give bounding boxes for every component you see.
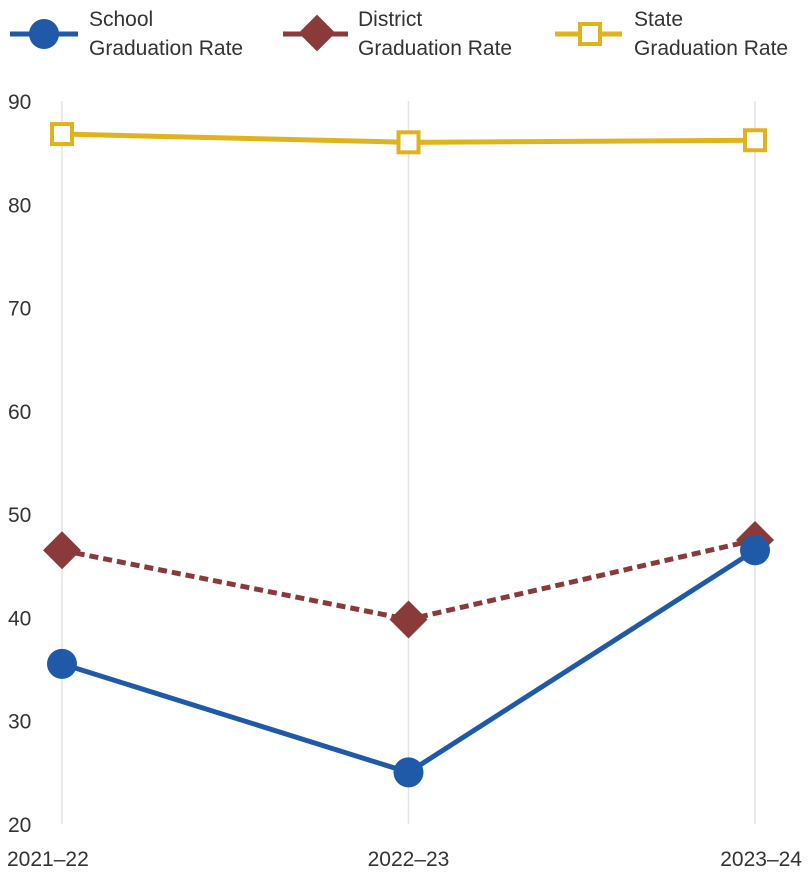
y-tick-label-1: 80 bbox=[8, 194, 31, 217]
legend-label-district-line1: District bbox=[358, 8, 422, 31]
point-district-0 bbox=[43, 531, 81, 570]
legend-item-state: State Graduation Rate bbox=[555, 8, 788, 60]
series-school bbox=[47, 535, 770, 788]
y-tick-label-6: 30 bbox=[8, 711, 31, 734]
point-school-2 bbox=[740, 535, 770, 566]
legend-label-state-line2: Graduation Rate bbox=[634, 37, 788, 60]
y-tick-label-3: 60 bbox=[8, 401, 31, 424]
legend-label-school-line2: Graduation Rate bbox=[89, 37, 243, 60]
y-tick-label-7: 20 bbox=[8, 814, 31, 837]
legend-item-school: School Graduation Rate bbox=[10, 8, 243, 60]
series-layer bbox=[43, 122, 774, 788]
x-tick-label-2: 2023–24 bbox=[720, 848, 802, 871]
series-state bbox=[50, 122, 767, 155]
legend-marker-district bbox=[298, 14, 336, 52]
legend-label-district-line2: Graduation Rate bbox=[358, 37, 512, 60]
point-district-1 bbox=[389, 600, 428, 639]
point-state-1 bbox=[396, 130, 421, 155]
point-school-1 bbox=[393, 757, 424, 788]
legend-label-state-line1: State bbox=[634, 8, 683, 31]
y-tick-label-5: 40 bbox=[8, 607, 31, 630]
y-tick-label-0: 90 bbox=[8, 91, 31, 114]
legend-item-district: District Graduation Rate bbox=[283, 8, 512, 60]
legend-marker-state bbox=[578, 22, 602, 46]
y-tick-label-4: 50 bbox=[8, 504, 31, 527]
x-tick-label-1: 2022–23 bbox=[368, 848, 450, 871]
legend-label-school-line1: School bbox=[89, 8, 153, 31]
point-school-0 bbox=[47, 648, 77, 679]
x-tick-label-0: 2021–22 bbox=[7, 848, 89, 871]
legend-marker-school bbox=[29, 19, 59, 49]
point-state-0 bbox=[50, 122, 74, 147]
point-state-2 bbox=[743, 128, 767, 153]
y-axis-ticks: 90 80 70 60 50 40 30 20 bbox=[8, 91, 31, 837]
legend: School Graduation Rate District Graduati… bbox=[10, 8, 788, 60]
y-tick-label-2: 70 bbox=[8, 298, 31, 321]
gridlines bbox=[61, 101, 756, 824]
x-axis-ticks: 2021–22 2022–23 2023–24 bbox=[7, 848, 802, 871]
